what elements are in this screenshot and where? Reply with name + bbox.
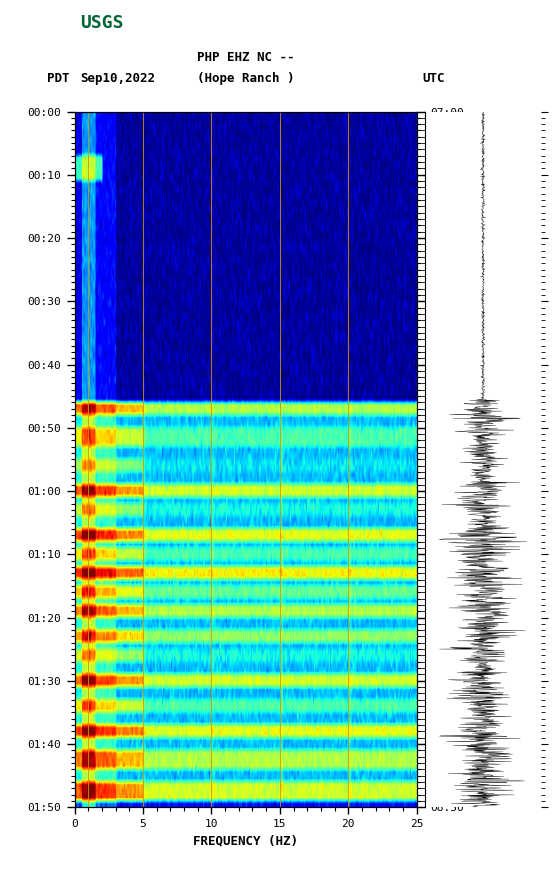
Text: PDT: PDT [46, 72, 69, 85]
Text: PHP EHZ NC --: PHP EHZ NC -- [197, 52, 294, 64]
Polygon shape [11, 11, 51, 40]
X-axis label: FREQUENCY (HZ): FREQUENCY (HZ) [193, 835, 298, 847]
Text: (Hope Ranch ): (Hope Ranch ) [197, 72, 294, 85]
Text: USGS: USGS [80, 14, 124, 32]
Text: Sep10,2022: Sep10,2022 [80, 72, 155, 85]
Text: UTC: UTC [422, 72, 445, 85]
